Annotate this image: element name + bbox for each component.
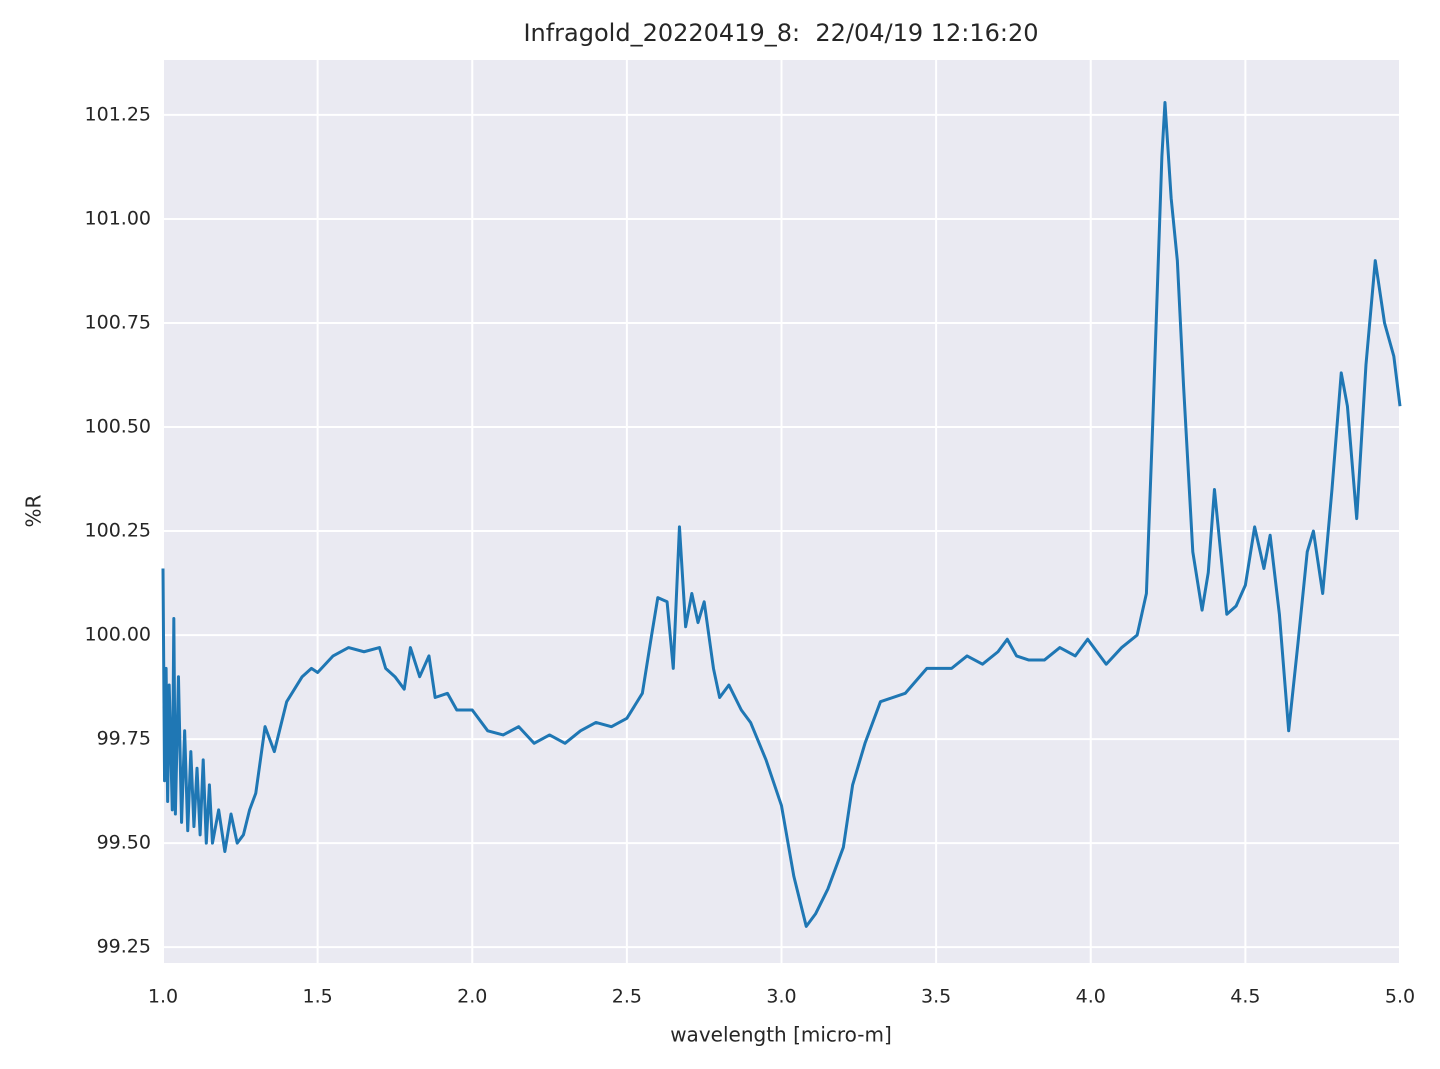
data-line — [161, 100, 1402, 928]
y-axis-label: %R — [22, 494, 46, 527]
y-tick-label: 101.25 — [85, 103, 151, 125]
x-tick-label: 1.0 — [148, 986, 178, 1008]
x-tick-label: 1.5 — [303, 986, 333, 1008]
y-tick-label: 100.75 — [85, 311, 151, 333]
x-tick-label: 3.0 — [766, 986, 796, 1008]
x-tick-label: 2.0 — [457, 986, 487, 1008]
x-tick-label: 5.0 — [1385, 986, 1415, 1008]
x-tick-label: 4.5 — [1230, 986, 1260, 1008]
x-tick-label: 3.5 — [921, 986, 951, 1008]
x-axis-label: wavelength [micro-m] — [670, 1023, 892, 1047]
y-tick-label: 99.25 — [97, 936, 151, 958]
chart-title: Infragold_20220419_8: 22/04/19 12:16:20 — [523, 19, 1038, 47]
y-tick-label: 100.25 — [85, 520, 151, 542]
y-tick-label: 100.50 — [85, 416, 151, 438]
y-tick-label: 99.75 — [97, 728, 151, 750]
y-tick-label: 101.00 — [85, 207, 151, 229]
x-tick-label: 4.0 — [1076, 986, 1106, 1008]
y-tick-label: 100.00 — [85, 624, 151, 646]
x-tick-label: 2.5 — [612, 986, 642, 1008]
y-tick-label: 99.50 — [97, 832, 151, 854]
